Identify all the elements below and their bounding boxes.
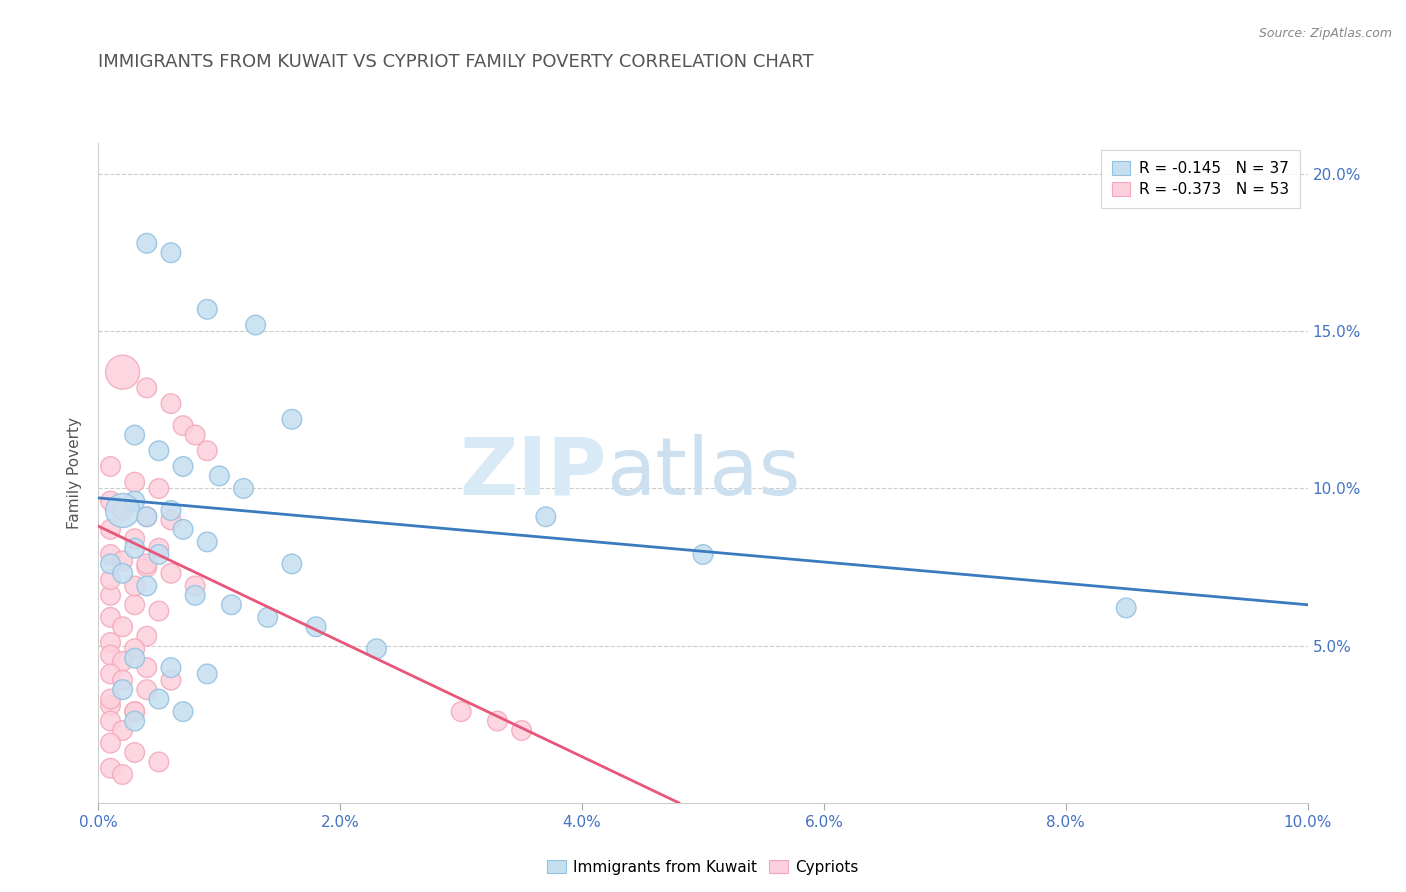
Point xyxy=(100,714,122,728)
Point xyxy=(160,566,183,581)
Y-axis label: Family Poverty: Family Poverty xyxy=(67,417,83,529)
Point xyxy=(135,509,157,524)
Point xyxy=(534,509,557,524)
Point xyxy=(281,557,304,571)
Point xyxy=(111,654,134,668)
Point xyxy=(486,714,509,728)
Point xyxy=(692,548,714,562)
Point xyxy=(135,629,157,643)
Point xyxy=(111,566,134,581)
Point xyxy=(124,705,146,719)
Point xyxy=(450,705,472,719)
Point xyxy=(305,620,328,634)
Point xyxy=(111,503,134,517)
Point xyxy=(148,755,170,769)
Point xyxy=(148,548,170,562)
Point xyxy=(100,736,122,750)
Point xyxy=(148,443,170,458)
Point xyxy=(1115,601,1137,615)
Point xyxy=(510,723,533,738)
Point xyxy=(232,482,254,496)
Point xyxy=(160,245,183,260)
Point xyxy=(124,705,146,719)
Point xyxy=(111,673,134,688)
Point xyxy=(160,396,183,410)
Point xyxy=(124,428,146,442)
Point xyxy=(100,548,122,562)
Point xyxy=(195,667,218,681)
Point xyxy=(124,641,146,656)
Text: ZIP: ZIP xyxy=(458,434,606,512)
Point xyxy=(135,509,157,524)
Text: Source: ZipAtlas.com: Source: ZipAtlas.com xyxy=(1258,27,1392,40)
Point xyxy=(195,535,218,549)
Point xyxy=(111,554,134,568)
Point xyxy=(245,318,267,332)
Point xyxy=(100,648,122,662)
Point xyxy=(135,660,157,674)
Point xyxy=(135,236,157,251)
Point xyxy=(160,673,183,688)
Point xyxy=(100,698,122,713)
Point xyxy=(160,660,183,674)
Point xyxy=(100,588,122,602)
Point xyxy=(100,667,122,681)
Point xyxy=(135,557,157,571)
Point xyxy=(124,541,146,556)
Point xyxy=(135,381,157,395)
Point xyxy=(124,714,146,728)
Point xyxy=(111,503,134,517)
Text: IMMIGRANTS FROM KUWAIT VS CYPRIOT FAMILY POVERTY CORRELATION CHART: IMMIGRANTS FROM KUWAIT VS CYPRIOT FAMILY… xyxy=(98,54,814,71)
Point xyxy=(256,610,278,624)
Point xyxy=(160,513,183,527)
Point xyxy=(160,503,183,517)
Point xyxy=(124,532,146,546)
Point xyxy=(100,494,122,508)
Point xyxy=(208,469,231,483)
Point xyxy=(135,682,157,697)
Point xyxy=(135,560,157,574)
Point xyxy=(111,620,134,634)
Point xyxy=(184,588,207,602)
Point xyxy=(281,412,304,426)
Point xyxy=(148,482,170,496)
Point xyxy=(100,635,122,649)
Text: atlas: atlas xyxy=(606,434,800,512)
Point xyxy=(195,302,218,317)
Point xyxy=(124,475,146,490)
Point xyxy=(124,651,146,665)
Point xyxy=(366,641,388,656)
Point xyxy=(100,522,122,536)
Point xyxy=(172,705,194,719)
Point xyxy=(124,494,146,508)
Point xyxy=(124,746,146,760)
Point xyxy=(100,692,122,706)
Point xyxy=(172,459,194,474)
Point xyxy=(148,604,170,618)
Point xyxy=(111,767,134,781)
Point xyxy=(184,428,207,442)
Point xyxy=(124,579,146,593)
Point xyxy=(100,610,122,624)
Point xyxy=(184,579,207,593)
Point xyxy=(111,365,134,379)
Point xyxy=(221,598,243,612)
Point xyxy=(111,723,134,738)
Point xyxy=(172,418,194,433)
Point xyxy=(100,573,122,587)
Point xyxy=(111,682,134,697)
Point xyxy=(148,541,170,556)
Point xyxy=(148,692,170,706)
Point xyxy=(135,579,157,593)
Point xyxy=(124,598,146,612)
Point xyxy=(100,459,122,474)
Point xyxy=(100,557,122,571)
Point xyxy=(195,443,218,458)
Point xyxy=(172,522,194,536)
Point xyxy=(100,761,122,775)
Legend: Immigrants from Kuwait, Cypriots: Immigrants from Kuwait, Cypriots xyxy=(541,854,865,881)
